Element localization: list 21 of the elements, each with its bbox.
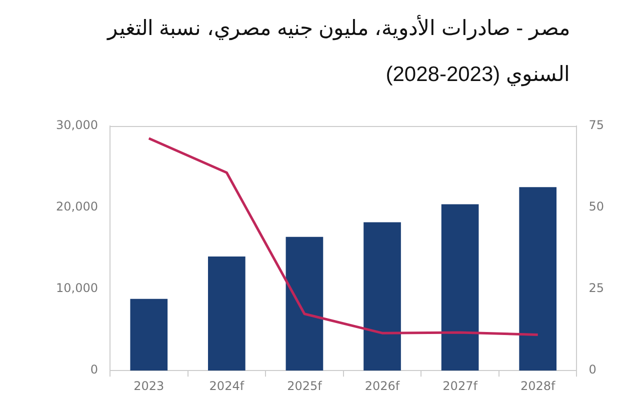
bar (286, 236, 324, 371)
x-tick-label: 2023 (134, 378, 164, 393)
y-tick-label: 10,000 (56, 281, 98, 296)
y2-tick-label: 0 (588, 362, 596, 377)
y-tick-label: 0 (90, 362, 98, 377)
x-tick-label: 2027f (442, 378, 478, 393)
chart-title: مصر - صادرات الأدوية، مليون جنيه مصري، نسبة التغير السنوي (2023-2028) (106, 14, 570, 88)
y-tick-label: 20,000 (56, 200, 98, 214)
y-tick-label: 30,000 (56, 118, 98, 132)
bar (208, 256, 246, 371)
bar (441, 204, 479, 371)
x-tick-label: 2026f (364, 378, 400, 393)
x-tick-label: 2024f (209, 378, 245, 393)
bar (130, 298, 168, 371)
x-tick-label: 2028f (520, 378, 556, 393)
bar (364, 222, 401, 371)
x-tick-label: 2025f (287, 378, 323, 393)
y2-tick-label: 50 (588, 200, 604, 214)
bar (519, 187, 557, 371)
y2-tick-label: 75 (588, 118, 604, 132)
y2-tick-label: 25 (588, 281, 604, 296)
